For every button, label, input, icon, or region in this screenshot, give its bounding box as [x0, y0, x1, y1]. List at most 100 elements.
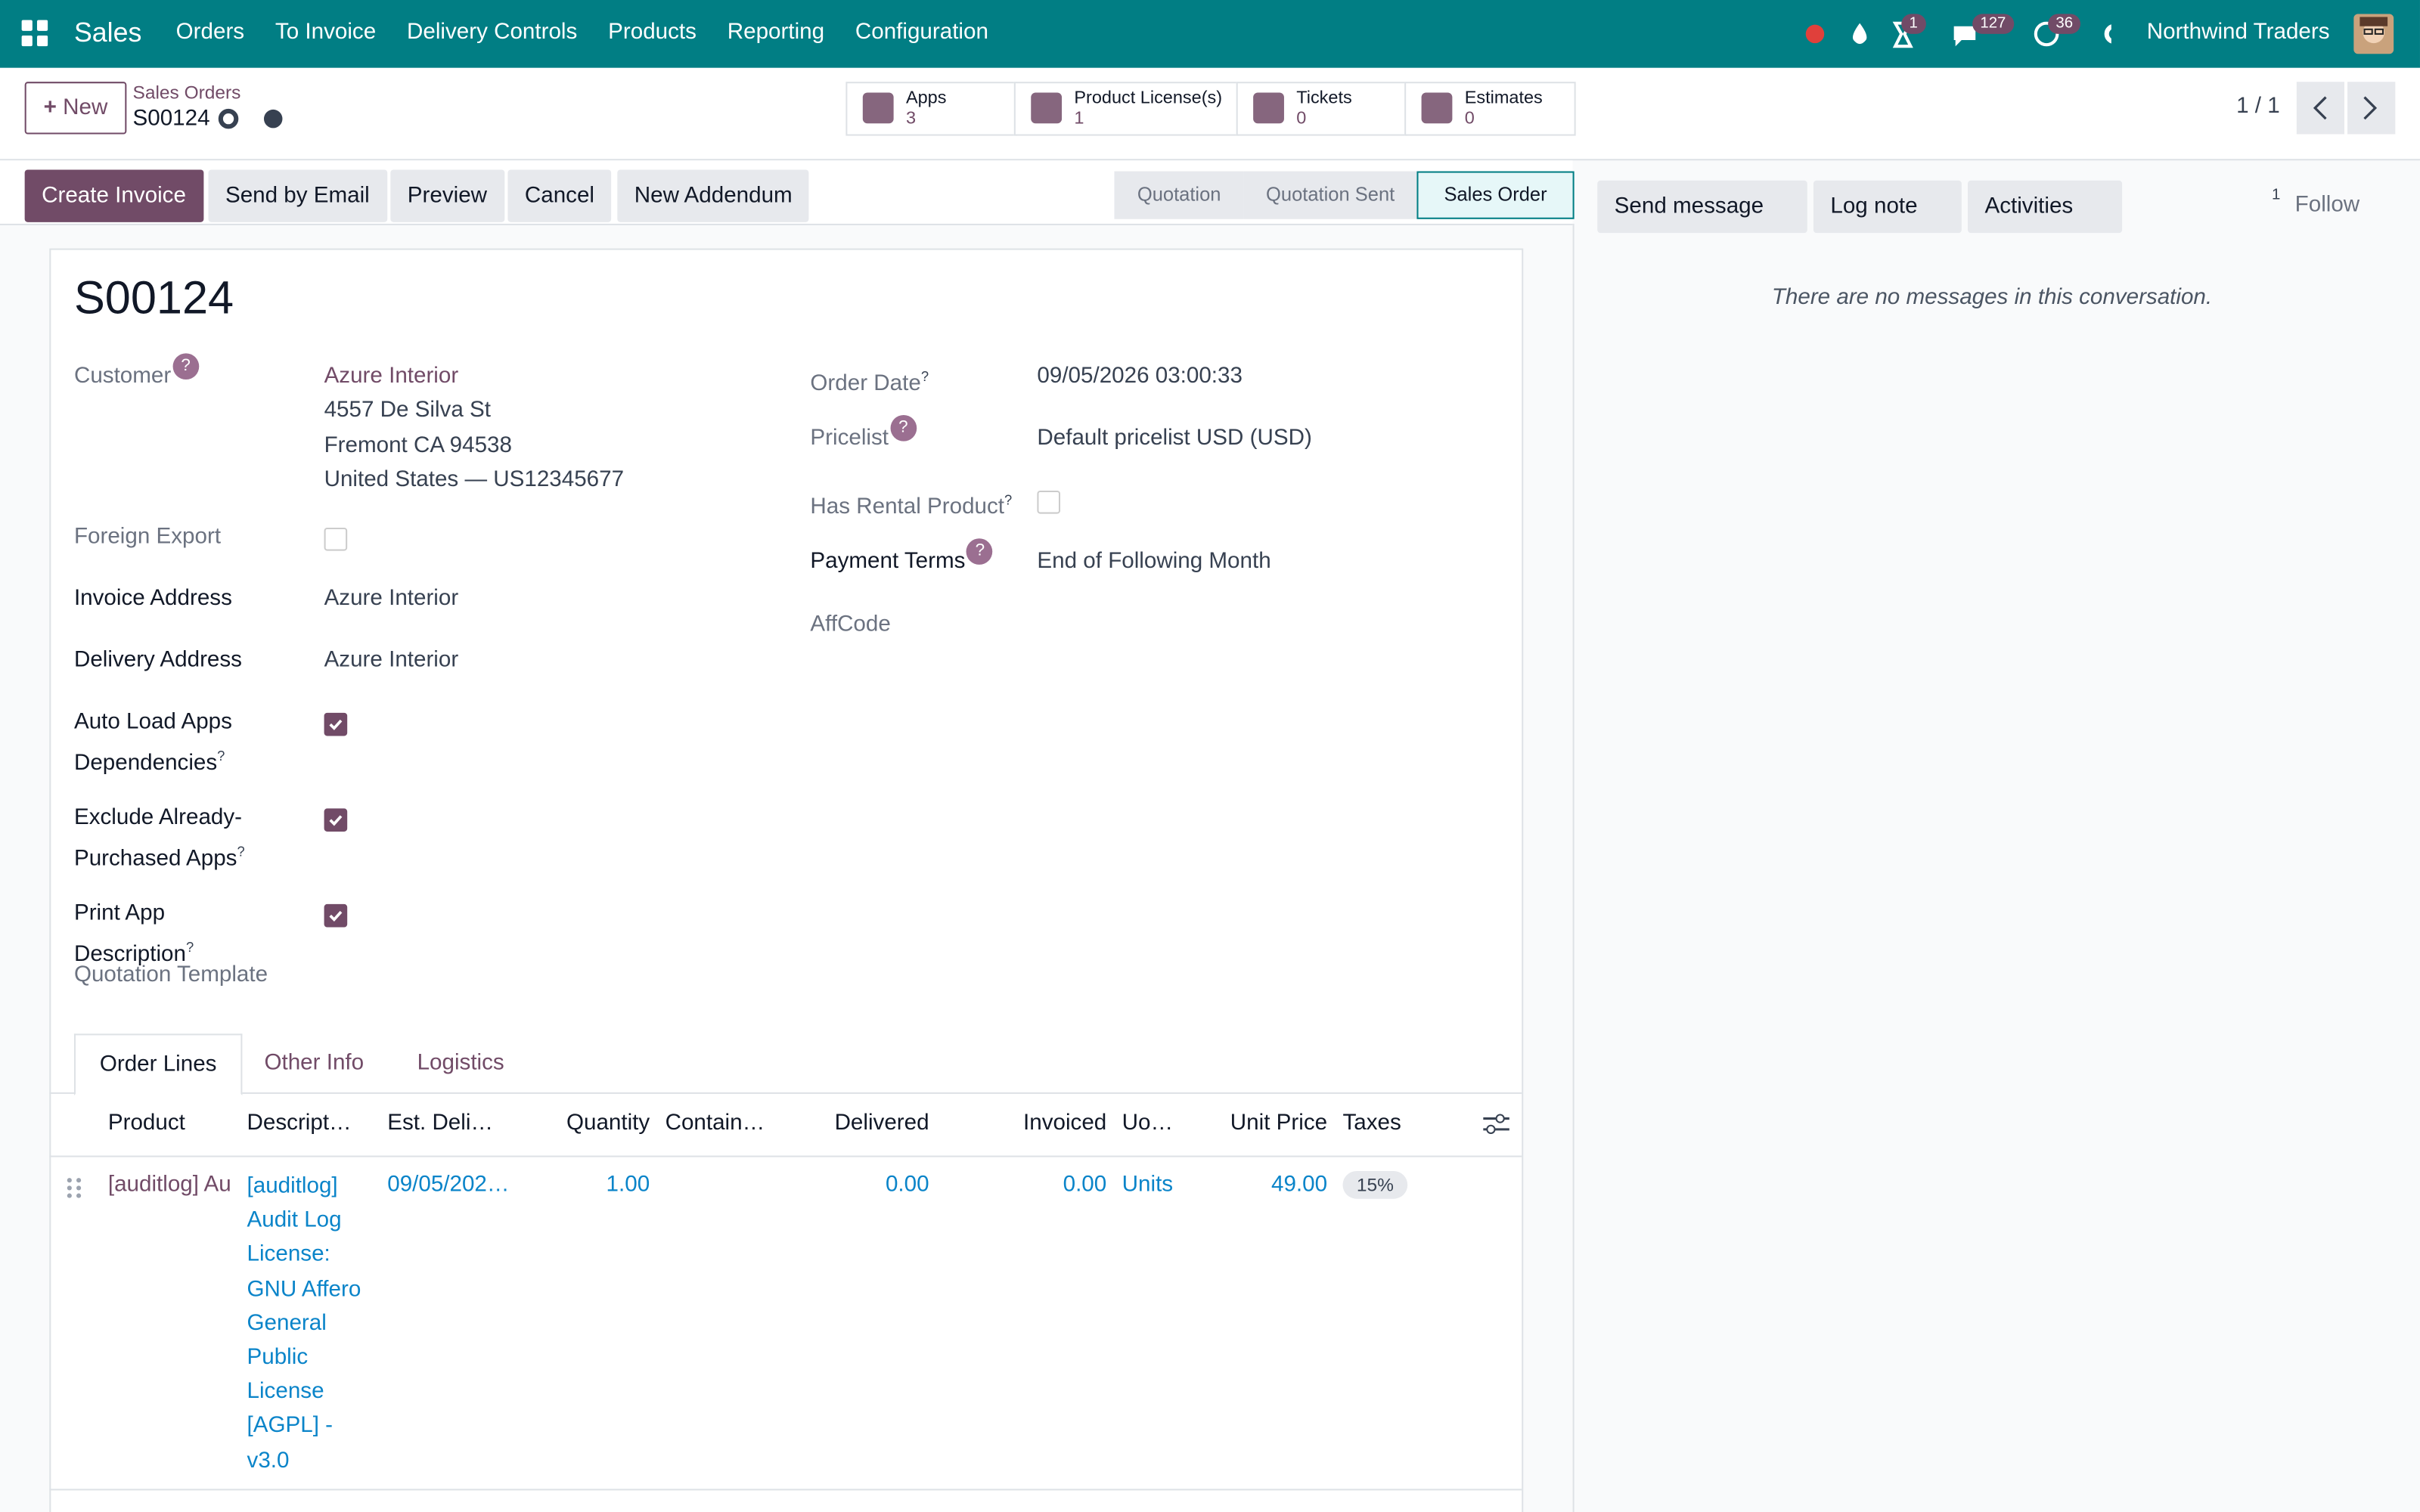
field-value: Azure Interior	[324, 586, 459, 612]
field-value: United States — US12345677	[324, 467, 625, 492]
help-tooltip[interactable]: ?	[172, 353, 199, 380]
cell-quantity[interactable]: 1.00	[606, 1173, 650, 1198]
menu-item[interactable]: Products	[608, 20, 697, 45]
field-label: AffCode	[810, 608, 1026, 642]
status-stage[interactable]: Quotation	[1114, 171, 1244, 219]
cell-uom[interactable]: Units	[1122, 1173, 1174, 1198]
column-header[interactable]: Unit Price	[1230, 1111, 1328, 1136]
new-button[interactable]: + New	[24, 82, 127, 135]
column-header[interactable]: Descript…	[247, 1111, 352, 1136]
follow-button[interactable]: Follow	[2294, 193, 2360, 218]
column-header[interactable]: Taxes	[1342, 1111, 1401, 1136]
checkbox[interactable]	[1037, 490, 1061, 514]
field-label: Foreign Export	[74, 520, 290, 554]
column-header[interactable]: Delivered	[834, 1111, 929, 1136]
field-label: Payment Terms?	[810, 538, 1026, 578]
menu-item[interactable]: Reporting	[727, 20, 825, 45]
column-header[interactable]: Quantity	[566, 1111, 650, 1136]
cell-date[interactable]: 09/05/202…	[387, 1173, 510, 1198]
smart-button[interactable]: Tickets 0	[1236, 82, 1408, 136]
field-value[interactable]: Azure Interior	[324, 364, 459, 389]
app-name[interactable]: Sales	[73, 17, 142, 48]
column-header[interactable]: Est. Deli…	[387, 1111, 494, 1136]
label-text: Auto Load Apps Dependencies	[73, 709, 232, 776]
form-area	[0, 223, 1575, 1512]
cell-taxes: 15%	[1342, 1170, 1408, 1199]
label-text: Pricelist	[810, 426, 889, 451]
field-label: Exclude Already-Purchased Apps?	[74, 801, 290, 876]
smart-label: Product License(s)	[1074, 89, 1223, 108]
cell-description[interactable]: [auditlog] Audit Log License: GNU Affero…	[247, 1174, 361, 1473]
field-value: End of Following Month	[1037, 549, 1271, 575]
company[interactable]: Northwind Traders	[2146, 20, 2330, 45]
avatar[interactable]	[2353, 14, 2394, 54]
menu-item[interactable]: Orders	[175, 20, 245, 45]
menu-item[interactable]: Configuration	[855, 20, 988, 45]
badge: 127	[1972, 14, 2014, 34]
apps-icon[interactable]	[21, 20, 48, 47]
status-stage[interactable]: Sales Order	[1416, 171, 1575, 219]
checkbox[interactable]	[324, 527, 348, 551]
field-label: Customer?	[74, 353, 290, 394]
label-text: Quotation Template	[73, 962, 268, 988]
pager-arrows[interactable]	[2296, 82, 2397, 135]
smart-label: Tickets	[1296, 89, 1352, 108]
record-icons[interactable]	[218, 108, 289, 130]
field-label: Order Date?	[810, 360, 1026, 401]
help-tooltip[interactable]: ?	[920, 368, 929, 385]
smart-button[interactable]: Product License(s) 1	[1013, 82, 1239, 136]
column-settings[interactable]	[1483, 1112, 1509, 1136]
smart-button[interactable]: Apps 3	[845, 82, 1017, 136]
column-header[interactable]: Product	[107, 1111, 185, 1136]
row-line	[49, 1489, 1522, 1491]
action-button[interactable]: Cancel	[507, 169, 612, 222]
drag-handle[interactable]	[67, 1177, 82, 1199]
tab[interactable]: Order Lines	[73, 1033, 243, 1095]
help-tooltip[interactable]: ?	[966, 538, 994, 565]
smart-count: 0	[1464, 109, 1475, 129]
cell-product[interactable]: [auditlog] Au	[107, 1173, 231, 1198]
column-header[interactable]: Uo…	[1122, 1111, 1174, 1136]
smart-icon	[862, 92, 894, 124]
cell-delivered[interactable]: 0.00	[885, 1173, 929, 1198]
help-tooltip[interactable]: ?	[890, 414, 917, 442]
record-title: S00124	[73, 273, 234, 324]
cell-price[interactable]: 49.00	[1271, 1173, 1328, 1198]
status-stage[interactable]: Quotation Sent	[1243, 171, 1417, 219]
menu-item[interactable]: Delivery Controls	[407, 20, 578, 45]
badge: 1	[1901, 14, 1926, 34]
badge: 36	[2048, 14, 2081, 34]
checkbox[interactable]	[324, 808, 348, 832]
checkbox[interactable]	[324, 903, 348, 928]
systray-icons	[1805, 21, 2111, 48]
menu-item[interactable]: To Invoice	[275, 20, 377, 45]
tab[interactable]: Logistics	[417, 1050, 504, 1076]
label-text: Order Date	[810, 371, 921, 397]
field-label: Invoice Address	[74, 581, 290, 615]
cell-invoiced[interactable]: 0.00	[1063, 1173, 1107, 1198]
help-tooltip[interactable]: ?	[217, 748, 225, 764]
label-text: Exclude Already-Purchased Apps	[73, 805, 243, 872]
action-button[interactable]: New Addendum	[617, 169, 810, 222]
checkbox[interactable]	[324, 712, 348, 736]
chatter-button[interactable]: Send message	[1597, 180, 1807, 234]
check	[329, 910, 343, 922]
help-tooltip[interactable]: ?	[1004, 492, 1013, 508]
tab[interactable]: Other Info	[264, 1050, 365, 1076]
action-button[interactable]: Create Invoice	[24, 169, 203, 222]
help-tooltip[interactable]: ?	[237, 844, 245, 860]
navbar: Sales Orders To Invoice Delivery Controls P…	[0, 0, 2420, 68]
column-header[interactable]: Invoiced	[1023, 1111, 1107, 1136]
help-tooltip[interactable]: ?	[185, 939, 194, 956]
breadcrumb[interactable]: Sales Orders	[132, 82, 241, 104]
action-button[interactable]: Send by Email	[208, 169, 387, 222]
column-header[interactable]: Contain…	[665, 1111, 765, 1136]
chatter-button[interactable]: Log note	[1813, 180, 1962, 234]
chatter-button[interactable]: Activities	[1968, 180, 2123, 234]
smart-button[interactable]: Estimates 0	[1404, 82, 1576, 136]
action-button[interactable]: Preview	[390, 169, 504, 222]
pager: 1 / 1	[2236, 94, 2280, 119]
